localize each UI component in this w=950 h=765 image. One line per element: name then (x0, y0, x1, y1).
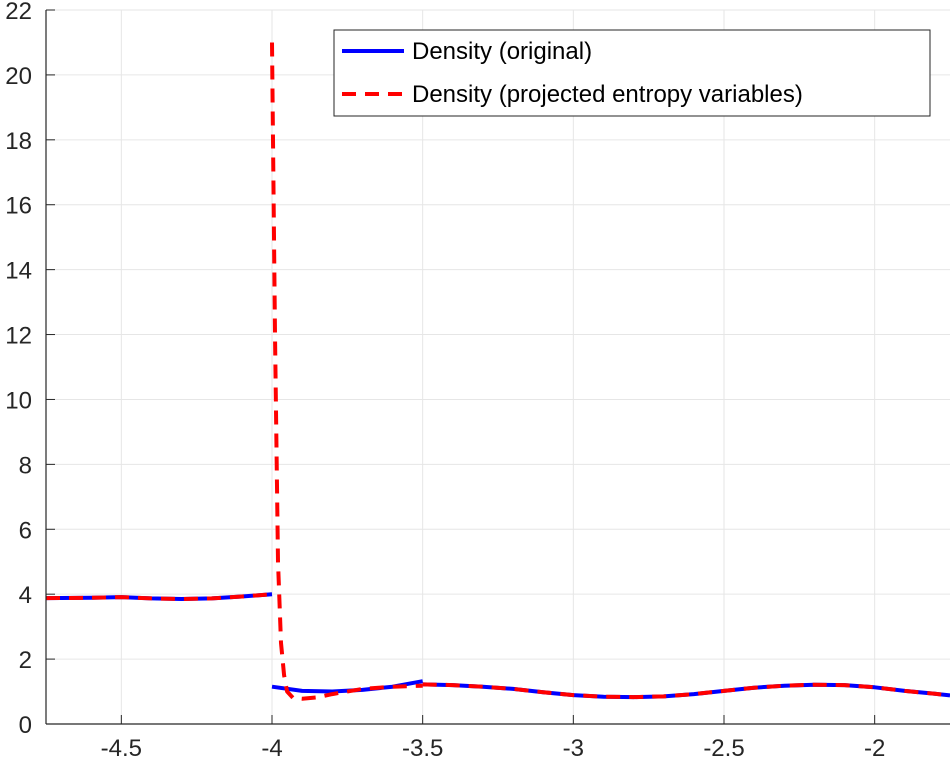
legend-label-projected: Density (projected entropy variables) (412, 81, 803, 108)
axes (45, 9, 950, 725)
y-tick-label: 0 (19, 712, 32, 739)
legend-box (333, 29, 931, 117)
y-tick-label: 16 (5, 193, 32, 220)
y-tick-label: 8 (19, 452, 32, 479)
series-original-line-segment-3 (422, 682, 950, 700)
y-tick-label: 10 (5, 387, 32, 414)
plot-background (46, 10, 950, 724)
y-tick-label: 18 (5, 128, 32, 155)
x-tick-label: -3 (563, 735, 584, 762)
legend-label-original: Density (original) (412, 38, 592, 65)
x-tick-label: -3.5 (402, 735, 443, 762)
y-tick-label: 6 (19, 517, 32, 544)
y-tick-label: 22 (5, 0, 32, 25)
series-projected-line-segment-1 (45, 592, 273, 601)
x-tick-label: -4.5 (101, 735, 142, 762)
y-tick-label: 20 (5, 63, 32, 90)
x-tick-label: -2 (864, 735, 885, 762)
x-tick-label: -2.5 (703, 735, 744, 762)
series-layer (45, 42, 950, 701)
y-tick-label: 2 (19, 647, 32, 674)
tick-labels: -4.5 -4 -3.5 -3 -2.5 -2 0 2 4 6 8 10 12 14 16 18 20 22 (5, 0, 885, 762)
series-projected-line-segment-2 (270, 42, 423, 701)
legend: Density (original) Density (projected en… (333, 29, 931, 117)
x-tick-label: -4 (261, 735, 282, 762)
y-tick-label: 12 (5, 323, 32, 350)
y-tick-label: 4 (19, 582, 32, 609)
y-tick-label: 14 (5, 258, 32, 285)
